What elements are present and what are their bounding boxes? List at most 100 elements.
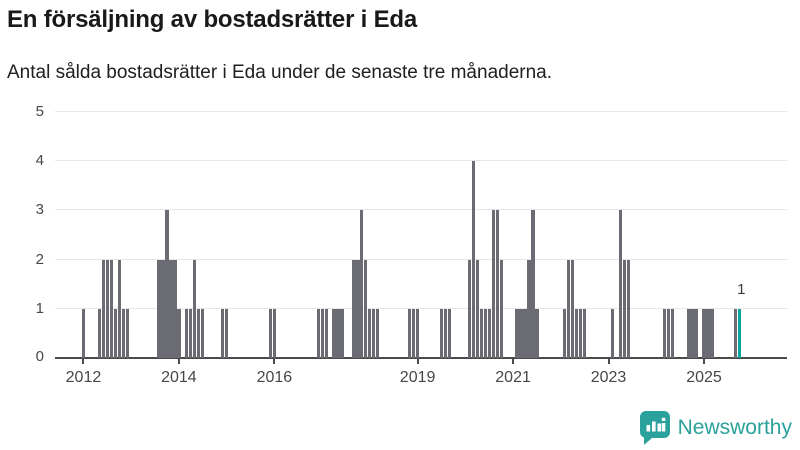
bar-2022-05 [575,308,579,358]
y-axis-label-0: 0 [35,348,44,365]
bar-2021-07 [535,308,539,358]
y-axis-label-3: 3 [35,201,44,219]
x-axis-label-2025: 2025 [686,369,722,386]
bar-2018-02 [372,308,376,358]
bar-2012-10 [117,259,121,358]
bar-2020-09 [495,210,499,358]
bar-2024-05 [670,308,674,358]
gridline-y-5 [55,111,787,112]
bar-2021-05 [527,259,531,358]
x-axis-tick-2019 [416,359,419,364]
bar-2021-04 [523,308,527,358]
bar-2015-12 [268,308,272,358]
x-axis-tick-2012 [82,359,85,364]
bar-2015-01 [225,308,229,358]
bar-2012-08 [109,259,113,358]
bar-2019-08 [443,308,448,358]
x-axis-label-2016: 2016 [256,369,293,386]
bar-2018-01 [368,308,372,358]
bar-2023-05 [622,259,627,358]
bar-2017-12 [364,259,368,358]
bar-2023-04 [618,210,623,358]
bar-2013-11 [169,259,173,358]
bar-2024-09 [686,308,690,358]
y-axis-label-4: 4 [35,152,44,170]
bar-2014-07 [201,308,205,358]
x-axis-label-2014: 2014 [161,369,197,386]
bar-2019-07 [439,308,444,358]
bar-2014-05 [193,259,197,358]
bar-2020-10 [499,259,503,358]
newsworthy-brand-text: Newsworthy [677,416,792,439]
bar-2022-06 [579,308,583,358]
bar-2012-06 [101,259,105,358]
bar-2024-11 [694,308,698,358]
bar-2023-02 [610,308,615,358]
bar-2023-06 [626,259,631,358]
bar-2018-11 [408,308,412,358]
bar-2012-11 [121,308,125,358]
bar-2019-01 [415,308,420,358]
bar-2013-10 [165,210,169,358]
bar-2019-09 [447,308,451,358]
bar-2014-04 [189,308,193,358]
bar-2025-01 [702,308,706,358]
gridline-y-2 [55,258,787,260]
bar-2025-02 [706,308,710,358]
bar-2017-06 [340,308,344,358]
x-axis-tick-2016 [273,359,276,364]
bar-2014-12 [221,308,225,358]
bar-2022-04 [571,259,575,358]
bar-2014-06 [197,308,201,358]
bar-2013-12 [173,259,177,358]
x-axis-tick-2014 [177,359,180,364]
bar-2012-09 [113,308,117,358]
y-axis-label-5: 5 [35,103,44,120]
bar-2021-02 [515,308,519,358]
bar-2012-01 [81,308,86,358]
bar-2017-10 [356,259,360,358]
bar-2014-03 [185,308,189,358]
bar-2020-08 [491,210,495,358]
bar-2022-03 [567,259,571,358]
bar-2021-03 [519,308,523,358]
chart-subtitle: Antal sålda bostadsrätter i Eda under de… [7,62,553,83]
x-axis-label-2019: 2019 [399,369,436,386]
gridline-y-4 [55,160,787,162]
bar-2017-09 [352,259,356,358]
gridline-y-3 [55,209,787,211]
bar-2024-04 [666,308,670,358]
bar-2024-10 [690,308,694,358]
bar-2020-03 [471,161,475,358]
bar-2020-04 [475,259,479,358]
x-axis-line [55,357,787,359]
bar-2016-01 [272,308,276,358]
newsworthy-badge-icon [639,411,670,445]
bar-2014-01 [177,308,181,358]
bar-chart: 0 1 2 3 4 5 1 2012 2014 2016 2019 2021 2023 2025 [35,103,787,386]
x-axis-label-2012: 2012 [65,369,102,386]
x-axis-label-2023: 2023 [590,369,627,386]
bar-2012-05 [97,308,101,358]
x-axis-tick-2025 [703,359,705,364]
bar-2018-12 [412,308,416,358]
bar-2022-07 [583,308,587,358]
bar-2025-09 [734,308,738,358]
bar-2016-12 [316,308,320,358]
bar-2017-05 [336,308,340,358]
bar-2020-06 [483,308,487,358]
bar-2020-05 [479,308,483,358]
gridline-y-1 [55,307,787,309]
bar-2017-02 [324,308,328,358]
bar-2012-12 [125,308,129,358]
bar-2024-03 [662,308,666,358]
bar-2018-03 [376,308,380,358]
y-axis-label-1: 1 [35,299,44,317]
bar-2013-08 [157,259,161,358]
bar-2017-01 [320,308,324,358]
bar-2013-09 [161,259,165,358]
bar-2017-04 [332,308,336,358]
bar-2020-02 [467,259,471,358]
bar-2025-03 [710,308,714,358]
